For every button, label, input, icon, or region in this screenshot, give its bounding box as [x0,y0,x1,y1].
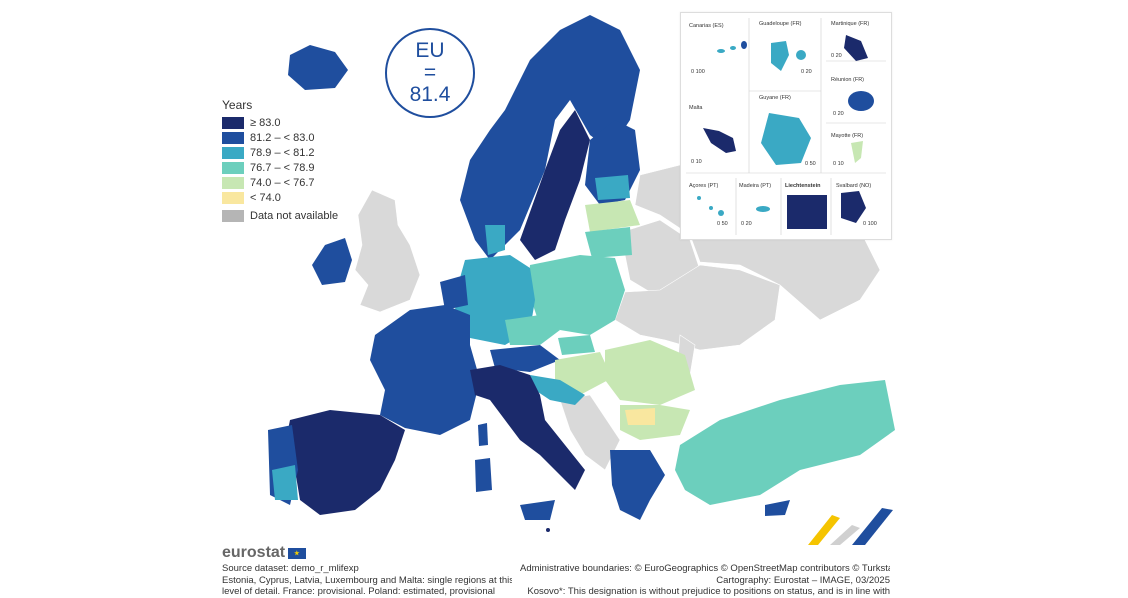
source-dataset: Source dataset: demo_r_mlifexp [222,563,359,574]
legend-swatch [222,177,244,189]
legend-label: < 74.0 [250,192,281,204]
map-croatia [530,375,585,405]
legend-item: 78.9 – < 81.2 [222,146,362,160]
map-portugal-south [272,465,298,500]
inset-mayotte-label: Mayotte (FR) [831,133,864,139]
inset-mayotte-scale: 0 10 [833,161,844,167]
footer-right: Administrative boundaries: © EuroGeograp… [520,563,890,598]
inset-guadeloupe-label: Guadeloupe (FR) [759,21,802,27]
inset-svalbard-scale: 0 100 [863,221,877,227]
map-sardinia [475,458,492,492]
inset-liechtenstein-label: Liechtenstein [785,183,821,189]
map-sweden [520,110,590,260]
eu-badge-equals: = [423,61,437,84]
map-austria [490,345,560,372]
map-malta [546,528,550,532]
legend-item: 81.2 – < 83.0 [222,131,362,145]
map-spain [285,410,405,515]
map-greece [610,450,665,520]
map-sicily [520,500,555,520]
legend-item: ≥ 83.0 [222,116,362,130]
inset-canarias-scale: 0 100 [691,69,705,75]
legend-label: 74.0 – < 76.7 [250,177,315,189]
inset-reunion-scale: 0 20 [833,111,844,117]
map-turkey [675,380,895,505]
legend-label: ≥ 83.0 [250,117,281,129]
legend-item-na: Data not available [222,209,362,223]
map-slovakia [558,335,595,355]
legend-label-na: Data not available [250,210,339,222]
map-iceland [288,45,348,90]
inset-malta-label: Malta [689,105,703,111]
inset-guyane-label: Guyane (FR) [759,95,791,101]
legend-label: 76.7 – < 78.9 [250,162,315,174]
map-lithuania [585,227,632,258]
footnote-2: level of detail. France: provisional. Po… [222,586,496,597]
map-poland [528,255,625,335]
map-norway [460,15,640,260]
legend-swatch [222,132,244,144]
eurostat-logo-text: eurostat [222,544,286,562]
map-romania [605,340,695,405]
inset-malta-scale: 0 10 [691,159,702,165]
eu-badge-label: EU [415,39,445,62]
map-corsica [478,423,488,446]
inset-martinique-label: Martinique (FR) [831,21,870,27]
map-estonia [595,175,630,200]
eurostat-corner-stripe-yellow [808,515,840,545]
footnote-1: Estonia, Cyprus, Latvia, Luxembourg and … [222,574,512,586]
eurostat-corner-stripe-grey [830,525,860,545]
insets-panel: Canarias (ES) 0 100 Guadeloupe (FR) 0 20… [680,12,892,240]
map-czechia [505,315,560,345]
inset-acores-scale: 0 50 [717,221,728,227]
inset-acores-label: Açores (PT) [689,183,719,189]
legend-swatch [222,192,244,204]
inset-svalbard-label: Svalbard (NO) [836,183,872,189]
inset-madeira-label: Madeira (PT) [739,183,772,189]
map-france [370,305,480,435]
eu-badge-value: 81.4 [409,83,451,106]
boundaries-credit: Administrative boundaries: © EuroGeograp… [520,563,890,574]
eurostat-logo: eurostat [222,544,512,562]
legend: Years ≥ 83.0 81.2 – < 83.0 78.9 – < 81.2 76… [222,98,362,224]
map-cyprus [765,500,790,516]
legend-swatch [222,162,244,174]
map-hungary [555,352,612,395]
legend-swatch [222,147,244,159]
inset-reunion-label: Réunion (FR) [831,77,865,83]
map-ireland [312,238,352,285]
inset-madeira-scale: 0 20 [741,221,752,227]
map-lowest-region [625,408,655,425]
eu-flag-icon [288,547,307,560]
europe-map [268,15,895,545]
map-italy [470,365,585,490]
inset-guadeloupe-scale: 0 20 [801,69,812,75]
legend-label: 78.9 – < 81.2 [250,147,315,159]
cartography-credit: Cartography: Eurostat – IMAGE, 03/2025 [716,574,890,586]
eurostat-corner-stripe-blue [852,508,893,545]
eu-average-badge: EU = 81.4 [385,28,475,118]
legend-item: < 74.0 [222,191,362,205]
legend-swatch-na [222,210,244,222]
map-benelux [440,275,468,310]
inset-guyane-scale: 0 50 [805,161,816,167]
legend-swatch [222,117,244,129]
kosovo-note: Kosovo*: This designation is without pre… [527,586,890,597]
inset-canarias-label: Canarias (ES) [689,23,724,29]
footer-left: eurostat Source dataset: demo_r_mlifexp … [222,544,512,598]
legend-item: 76.7 – < 78.9 [222,161,362,175]
legend-title: Years [222,98,253,112]
map-latvia [585,200,640,232]
legend-label: 81.2 – < 83.0 [250,132,315,144]
map-denmark [485,225,505,255]
insets-shapes [686,18,886,235]
inset-martinique-scale: 0 20 [831,53,842,59]
legend-item: 74.0 – < 76.7 [222,176,362,190]
